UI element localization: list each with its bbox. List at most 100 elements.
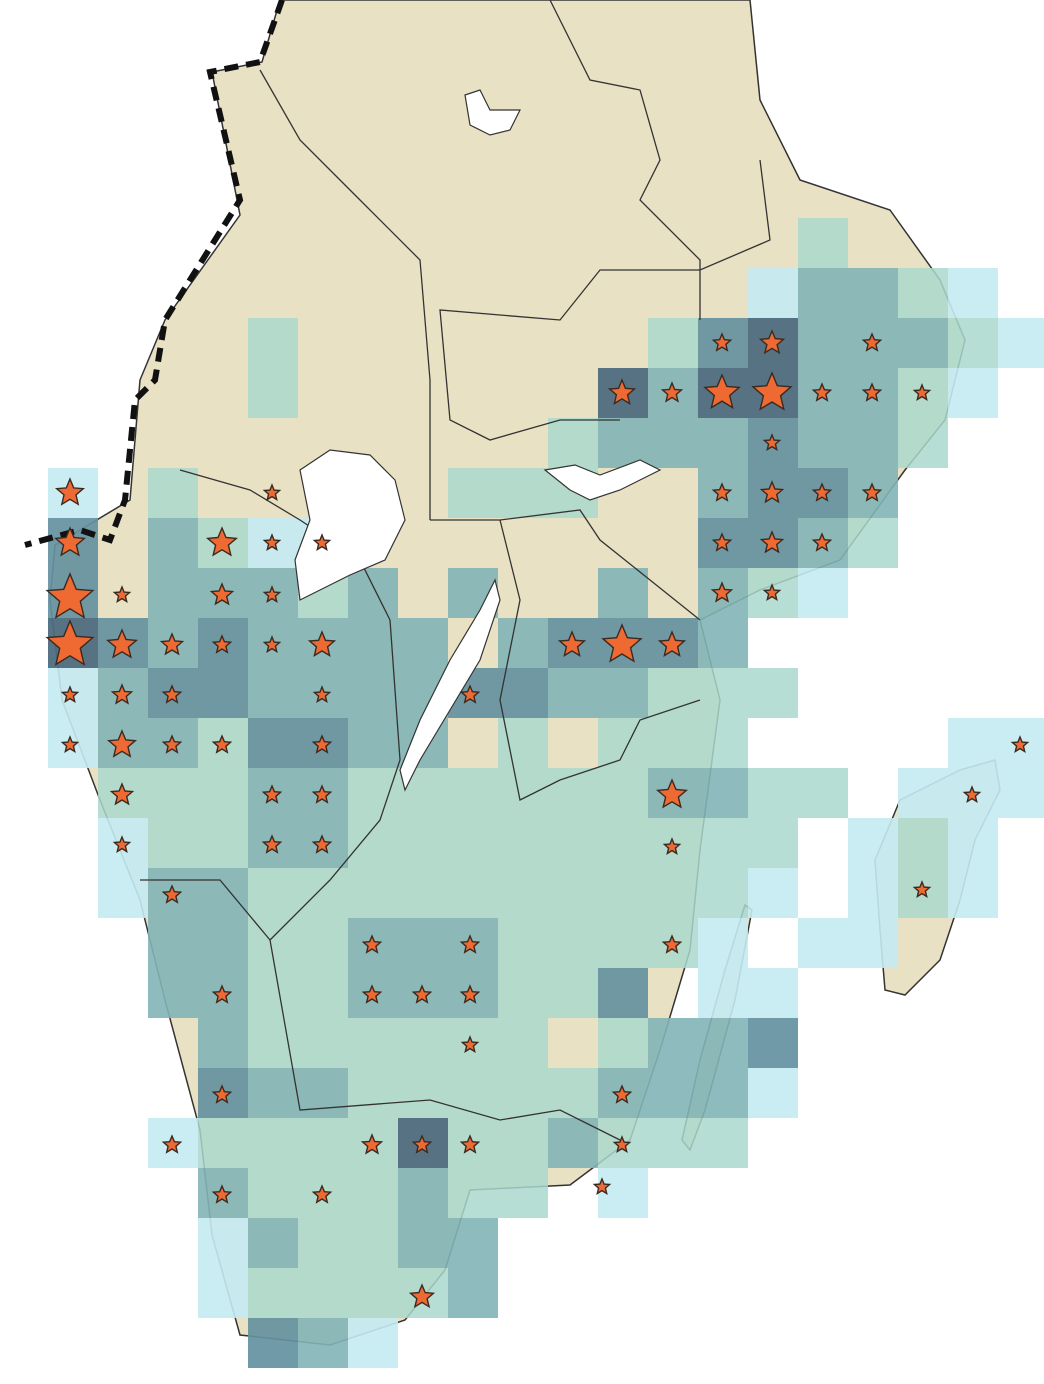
grid-cell bbox=[348, 1068, 398, 1118]
grid-cell bbox=[898, 418, 948, 468]
grid-cell bbox=[748, 768, 798, 818]
star-marker bbox=[607, 378, 637, 405]
grid-cell bbox=[748, 818, 798, 868]
star-marker bbox=[758, 329, 786, 355]
grid-cell bbox=[548, 668, 598, 718]
star-marker bbox=[703, 373, 741, 410]
grid-cell bbox=[398, 618, 448, 668]
grid-cell bbox=[748, 968, 798, 1018]
grid-cell bbox=[298, 1318, 348, 1368]
grid-cell bbox=[198, 1018, 248, 1068]
star-marker bbox=[408, 1283, 436, 1309]
grid-cell bbox=[798, 268, 848, 318]
star-marker bbox=[361, 984, 383, 1004]
grid-cell bbox=[698, 768, 748, 818]
grid-cell bbox=[248, 868, 298, 918]
grid-cell bbox=[298, 1118, 348, 1168]
grid-cell bbox=[848, 268, 898, 318]
grid-cell bbox=[548, 1118, 598, 1168]
grid-cell bbox=[148, 518, 198, 568]
grid-cell bbox=[148, 568, 198, 618]
star-marker bbox=[655, 778, 689, 809]
star-marker bbox=[661, 934, 683, 954]
star-marker bbox=[109, 782, 135, 806]
grid-cell bbox=[698, 718, 748, 768]
grid-cell bbox=[298, 868, 348, 918]
grid-cell bbox=[148, 768, 198, 818]
grid-cell bbox=[748, 1018, 798, 1068]
border-line bbox=[430, 509, 701, 621]
grid-cell bbox=[498, 1068, 548, 1118]
grid-cell bbox=[498, 1118, 548, 1168]
star-marker bbox=[311, 834, 333, 854]
star-marker bbox=[105, 628, 139, 659]
star-marker bbox=[711, 332, 733, 352]
grid-cell bbox=[298, 968, 348, 1018]
grid-cell bbox=[548, 918, 598, 968]
star-marker bbox=[262, 635, 282, 653]
grid-cell bbox=[348, 1018, 398, 1068]
border-line bbox=[259, 69, 431, 520]
star-marker bbox=[1010, 735, 1030, 753]
star-marker bbox=[411, 984, 433, 1004]
grid-cell bbox=[398, 868, 448, 918]
grid-cell bbox=[598, 568, 648, 618]
border-line bbox=[549, 0, 701, 320]
star-marker bbox=[861, 482, 883, 502]
star-marker bbox=[912, 880, 932, 898]
grid-cell bbox=[448, 768, 498, 818]
star-marker bbox=[360, 1133, 384, 1155]
grid-cell bbox=[448, 818, 498, 868]
grid-cell bbox=[948, 318, 998, 368]
grid-cell bbox=[348, 1218, 398, 1268]
grid-cell bbox=[598, 1018, 648, 1068]
grid-cell bbox=[348, 718, 398, 768]
lake-vanern bbox=[294, 449, 406, 601]
star-marker bbox=[711, 532, 733, 552]
lake-vattern bbox=[399, 578, 501, 792]
star-marker bbox=[307, 630, 337, 657]
grid-cell bbox=[698, 918, 748, 968]
star-marker bbox=[557, 630, 587, 657]
star-marker bbox=[161, 734, 183, 754]
grid-cell bbox=[298, 1218, 348, 1268]
grid-cell bbox=[148, 818, 198, 868]
star-marker bbox=[411, 1134, 433, 1154]
grid-cell bbox=[648, 1018, 698, 1068]
grid-cell bbox=[448, 1068, 498, 1118]
grid-cell bbox=[498, 768, 548, 818]
star-marker bbox=[261, 784, 283, 804]
grid-cell bbox=[198, 868, 248, 918]
grid-cell bbox=[348, 668, 398, 718]
star-marker bbox=[112, 585, 132, 603]
grid-cell bbox=[148, 968, 198, 1018]
grid-cell bbox=[448, 1218, 498, 1268]
grid-cell bbox=[598, 668, 648, 718]
star-marker bbox=[601, 623, 643, 663]
grid-cell bbox=[498, 1168, 548, 1218]
grid-cell bbox=[248, 1268, 298, 1318]
star-marker bbox=[161, 684, 183, 704]
star-marker bbox=[811, 532, 833, 552]
star-marker bbox=[211, 734, 233, 754]
grid-cell bbox=[448, 1168, 498, 1218]
grid-cell bbox=[248, 368, 298, 418]
grid-cell bbox=[798, 218, 848, 268]
star-marker bbox=[759, 480, 785, 504]
grid-cell bbox=[248, 1018, 298, 1068]
star-marker bbox=[459, 984, 481, 1004]
border-line bbox=[499, 519, 701, 801]
star-marker bbox=[611, 1084, 633, 1104]
grid-cell bbox=[798, 418, 848, 468]
star-marker bbox=[205, 526, 239, 557]
grid-cell bbox=[248, 1168, 298, 1218]
grid-cell bbox=[648, 668, 698, 718]
grid-cell bbox=[748, 868, 798, 918]
lake-siljan bbox=[464, 89, 521, 136]
star-marker bbox=[912, 383, 932, 401]
star-marker bbox=[54, 477, 86, 506]
star-marker bbox=[211, 1084, 233, 1104]
grid-cell bbox=[598, 868, 648, 918]
star-marker bbox=[811, 482, 833, 502]
star-marker bbox=[711, 482, 733, 502]
